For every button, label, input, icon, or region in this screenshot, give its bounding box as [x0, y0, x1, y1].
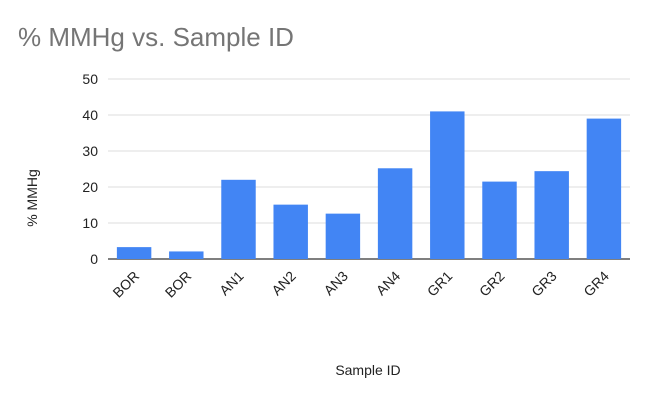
x-axis-title: Sample ID [335, 362, 400, 378]
x-tick-label: GR4 [580, 268, 612, 300]
x-tick-label: AN3 [320, 268, 351, 299]
bar [534, 171, 569, 259]
bar [430, 111, 465, 260]
bar [273, 204, 308, 259]
y-tick-label: 20 [82, 179, 98, 195]
y-tick-labels: 0 10 20 30 40 50 [82, 71, 98, 267]
bar [482, 181, 517, 259]
y-tick-label: 0 [90, 251, 98, 267]
y-axis-title: % MMHg [24, 169, 40, 227]
x-tick-label: AN1 [216, 268, 247, 299]
x-tick-labels: BOR BOR AN1 AN2 AN3 AN4 GR1 GR2 GR3 GR4 [109, 268, 612, 301]
x-tick-label: BOR [162, 268, 195, 301]
bar [221, 179, 256, 259]
y-tick-label: 10 [82, 215, 98, 231]
x-tick-label: BOR [109, 268, 142, 301]
bar [377, 168, 413, 259]
bars [116, 111, 622, 260]
y-tick-label: 30 [82, 143, 98, 159]
chart-title: % MMHg vs. Sample ID [18, 22, 294, 52]
bar [586, 118, 622, 259]
x-tick-label: GR3 [528, 268, 560, 300]
x-tick-label: AN2 [268, 268, 299, 299]
x-tick-label: AN4 [373, 268, 404, 299]
y-tick-label: 50 [82, 71, 98, 87]
bar [116, 247, 152, 259]
bar [169, 251, 204, 259]
y-tick-label: 40 [82, 107, 98, 123]
x-tick-label: GR2 [476, 268, 508, 300]
bar [325, 213, 361, 259]
x-tick-label: GR1 [424, 268, 456, 300]
